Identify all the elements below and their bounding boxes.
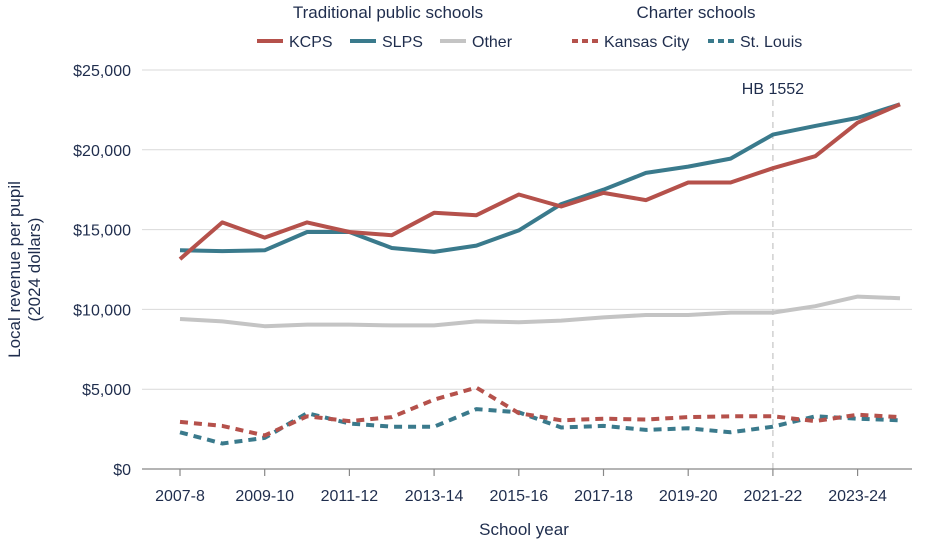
x-tick-label: 2023-24 [828, 488, 887, 505]
grid-lines [142, 69, 912, 390]
series-line-kcps [178, 102, 901, 261]
series-line-other [179, 294, 901, 329]
hb1552-annotation-label: HB 1552 [742, 81, 804, 98]
y-tick-label: $10,000 [73, 302, 131, 319]
series-line-kansas-city [179, 385, 901, 438]
legend-group-heading-traditional: Traditional public schools [293, 3, 483, 22]
series-line-slps [179, 102, 901, 254]
series-lines [178, 102, 901, 446]
x-tick-label: 2021-22 [744, 488, 803, 505]
legend-label-slps: SLPS [382, 34, 423, 51]
y-axis: $0 $5,000 $10,000 $15,000 $20,000 $25,000 [73, 63, 131, 479]
y-tick-label: $25,000 [73, 63, 131, 80]
annotations: HB 1552 [742, 81, 804, 469]
legend-label-other: Other [472, 34, 513, 51]
legend-label-kansas-city: Kansas City [604, 34, 689, 51]
x-tick-label: 2009-10 [235, 488, 294, 505]
y-axis-title-line-1: Local revenue per pupil [5, 181, 24, 358]
legend-label-st-louis: St. Louis [740, 34, 802, 51]
x-tick-label: 2007-8 [155, 488, 205, 505]
legend: Traditional public schools Charter schoo… [257, 3, 802, 51]
x-axis: 2007-8 2009-10 2011-12 2013-14 2015-16 2017-1… [142, 468, 912, 505]
x-tick-label: 2013-14 [405, 488, 464, 505]
legend-group-heading-charter: Charter schools [636, 3, 755, 22]
x-tick-label: 2017-18 [574, 488, 633, 505]
y-tick-label: $20,000 [73, 143, 131, 160]
legend-label-kcps: KCPS [289, 34, 333, 51]
x-tick-label: 2019-20 [659, 488, 718, 505]
y-tick-label: $5,000 [82, 382, 131, 399]
y-tick-label: $15,000 [73, 223, 131, 240]
y-tick-label: $0 [113, 462, 131, 479]
x-tick-label: 2015-16 [489, 488, 548, 505]
series-line-st-louis [179, 407, 901, 446]
x-tick-label: 2011-12 [321, 488, 379, 505]
x-axis-title: School year [479, 520, 569, 539]
y-axis-title-line-2: (2024 dollars) [25, 218, 44, 322]
